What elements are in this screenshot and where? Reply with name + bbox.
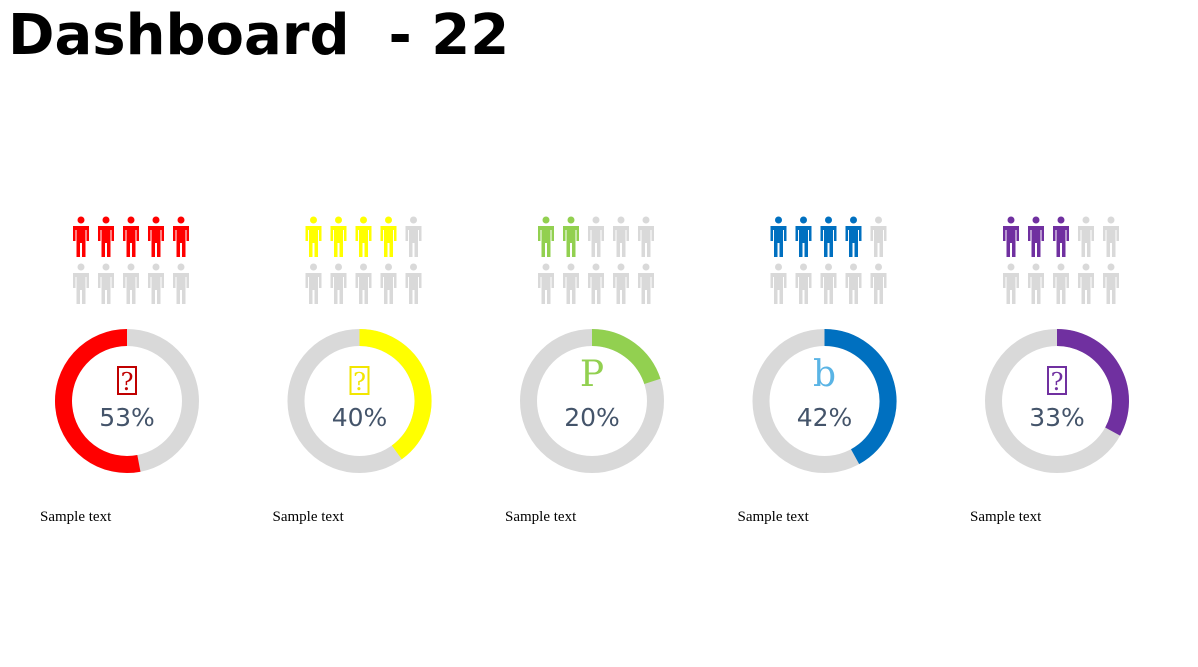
person-icon — [845, 216, 862, 257]
value-label: 40% — [332, 403, 388, 432]
person-icon — [795, 216, 812, 257]
person-icon — [1103, 216, 1119, 257]
person-icon — [330, 263, 347, 304]
person-icon — [305, 263, 322, 304]
value-label: 42% — [797, 403, 853, 432]
person-icon — [380, 263, 397, 304]
person-icon — [870, 263, 887, 304]
person-icon — [770, 263, 787, 304]
person-icon — [305, 216, 322, 257]
person-icon — [588, 263, 604, 304]
person-icon — [330, 216, 347, 257]
person-icon — [1078, 263, 1094, 304]
person-icon — [148, 263, 164, 304]
person-icon — [173, 216, 189, 257]
person-icon — [588, 216, 604, 257]
person-icon — [405, 263, 422, 304]
person-icon — [148, 216, 164, 257]
person-icon — [770, 216, 787, 257]
caption: Sample text — [40, 509, 112, 525]
value-label: 33% — [1029, 403, 1085, 432]
person-icon — [613, 263, 629, 304]
person-icon — [1053, 263, 1069, 304]
person-icon — [563, 216, 579, 257]
donut-arc — [359, 329, 432, 460]
person-icon — [845, 263, 862, 304]
person-icon — [1103, 263, 1119, 304]
person-icon — [538, 216, 554, 257]
person-icon — [1003, 263, 1019, 304]
person-icon — [613, 216, 629, 257]
person-icon — [1078, 216, 1094, 257]
person-icon — [73, 263, 89, 304]
center-icon: b — [813, 354, 836, 395]
donut-arc — [824, 329, 897, 465]
glyph-box — [349, 366, 370, 395]
page-title: Dashboard - 22 — [8, 3, 509, 68]
person-icon — [355, 263, 372, 304]
center-icon: ? — [1051, 368, 1064, 396]
caption: Sample text — [505, 509, 577, 525]
person-icon — [123, 216, 139, 257]
person-icon — [1028, 263, 1044, 304]
person-icon — [173, 263, 189, 304]
center-icon: ? — [121, 368, 134, 396]
person-icon — [355, 216, 372, 257]
person-icon — [380, 216, 397, 257]
value-label: 20% — [564, 403, 620, 432]
person-icon — [820, 216, 837, 257]
value-label: 53% — [99, 403, 155, 432]
person-icon — [98, 216, 114, 257]
person-icon — [638, 263, 654, 304]
person-icon — [1028, 216, 1044, 257]
donut-arc — [55, 329, 141, 473]
caption: Sample text — [970, 509, 1042, 525]
glyph-box — [1047, 366, 1067, 395]
person-icon — [405, 216, 422, 257]
person-icon — [538, 263, 554, 304]
person-icon — [1053, 216, 1069, 257]
donut-arc — [591, 329, 661, 385]
person-icon — [795, 263, 812, 304]
center-icon: P — [580, 354, 604, 395]
person-icon — [638, 216, 654, 257]
person-icon — [98, 263, 114, 304]
person-icon — [870, 216, 887, 257]
glyph-box — [117, 366, 137, 395]
person-icon — [73, 216, 89, 257]
caption: Sample text — [738, 509, 810, 525]
person-icon — [563, 263, 579, 304]
person-icon — [1003, 216, 1019, 257]
person-icon — [123, 263, 139, 304]
center-icon: ? — [353, 368, 366, 396]
person-icon — [820, 263, 837, 304]
donut-arc — [1056, 329, 1129, 436]
caption: Sample text — [273, 509, 345, 525]
